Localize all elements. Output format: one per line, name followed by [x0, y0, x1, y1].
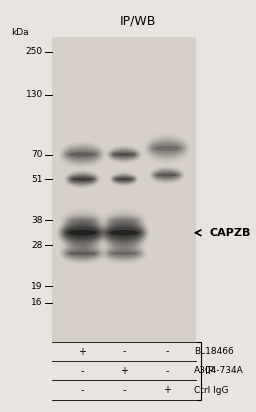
Ellipse shape [103, 245, 144, 262]
Ellipse shape [101, 218, 147, 247]
Text: CAPZB: CAPZB [210, 228, 251, 238]
Text: IP: IP [205, 366, 214, 376]
Ellipse shape [59, 218, 106, 247]
Ellipse shape [102, 220, 146, 246]
Ellipse shape [109, 216, 140, 225]
Ellipse shape [58, 217, 107, 249]
Ellipse shape [110, 150, 138, 159]
Ellipse shape [67, 216, 98, 225]
Text: 250: 250 [26, 47, 43, 56]
Ellipse shape [62, 245, 103, 262]
Ellipse shape [111, 174, 136, 185]
Ellipse shape [109, 149, 139, 160]
Ellipse shape [64, 248, 100, 259]
Ellipse shape [69, 152, 95, 157]
Ellipse shape [72, 178, 92, 181]
Ellipse shape [62, 145, 103, 164]
Ellipse shape [60, 220, 104, 246]
Ellipse shape [113, 175, 135, 183]
Ellipse shape [105, 246, 143, 260]
Ellipse shape [111, 243, 137, 247]
Ellipse shape [157, 173, 177, 177]
Ellipse shape [67, 150, 98, 159]
Ellipse shape [103, 222, 145, 244]
Text: -: - [122, 346, 126, 356]
Ellipse shape [66, 149, 99, 160]
Ellipse shape [64, 147, 100, 162]
Ellipse shape [116, 178, 132, 180]
Ellipse shape [63, 146, 101, 163]
Ellipse shape [149, 140, 185, 157]
Ellipse shape [111, 251, 137, 255]
Ellipse shape [111, 173, 137, 185]
Ellipse shape [105, 224, 143, 242]
Ellipse shape [66, 248, 99, 258]
Ellipse shape [153, 170, 181, 180]
Text: -: - [165, 346, 169, 356]
Ellipse shape [107, 248, 141, 258]
Ellipse shape [154, 146, 180, 151]
FancyBboxPatch shape [52, 37, 196, 342]
Ellipse shape [69, 243, 95, 247]
Ellipse shape [63, 224, 102, 242]
Ellipse shape [68, 173, 97, 185]
Ellipse shape [111, 218, 137, 222]
Ellipse shape [70, 176, 94, 183]
Ellipse shape [61, 222, 103, 244]
Text: 19: 19 [31, 282, 43, 291]
Ellipse shape [69, 251, 95, 255]
Ellipse shape [63, 246, 101, 260]
Ellipse shape [69, 218, 95, 222]
Ellipse shape [66, 227, 99, 239]
Ellipse shape [150, 167, 184, 183]
Ellipse shape [151, 169, 183, 182]
Text: +: + [78, 346, 86, 356]
Ellipse shape [99, 217, 149, 249]
Text: 16: 16 [31, 298, 43, 307]
Ellipse shape [109, 250, 140, 257]
Text: 130: 130 [26, 90, 43, 99]
Ellipse shape [151, 143, 183, 153]
Ellipse shape [114, 176, 134, 183]
Text: -: - [80, 366, 84, 376]
Ellipse shape [67, 250, 98, 257]
Ellipse shape [152, 169, 182, 181]
Ellipse shape [108, 148, 140, 162]
Ellipse shape [148, 138, 186, 158]
Text: 70: 70 [31, 150, 43, 159]
Text: -: - [122, 385, 126, 395]
Ellipse shape [68, 230, 97, 236]
Text: BL18466: BL18466 [194, 347, 234, 356]
Text: -: - [165, 366, 169, 376]
Text: +: + [163, 385, 171, 395]
Ellipse shape [111, 150, 137, 159]
Ellipse shape [114, 153, 134, 156]
Ellipse shape [154, 171, 180, 179]
Ellipse shape [112, 152, 136, 158]
Ellipse shape [68, 174, 96, 184]
Text: Ctrl IgG: Ctrl IgG [194, 386, 229, 395]
Ellipse shape [112, 175, 136, 184]
Text: A304-734A: A304-734A [194, 366, 244, 375]
Ellipse shape [114, 177, 134, 182]
Text: +: + [120, 366, 128, 376]
Ellipse shape [106, 248, 142, 259]
Ellipse shape [107, 227, 141, 239]
Ellipse shape [69, 175, 95, 183]
Text: 28: 28 [31, 241, 43, 250]
Text: IP/WB: IP/WB [120, 14, 156, 28]
Ellipse shape [67, 173, 98, 186]
Ellipse shape [146, 137, 187, 160]
Text: 51: 51 [31, 175, 43, 184]
Text: 38: 38 [31, 216, 43, 225]
Text: -: - [80, 385, 84, 395]
Ellipse shape [110, 230, 138, 236]
Ellipse shape [64, 225, 100, 240]
Ellipse shape [150, 142, 184, 155]
Ellipse shape [106, 225, 142, 240]
Ellipse shape [155, 172, 179, 178]
Text: kDa: kDa [12, 28, 29, 37]
Ellipse shape [107, 147, 141, 162]
Ellipse shape [66, 171, 99, 187]
